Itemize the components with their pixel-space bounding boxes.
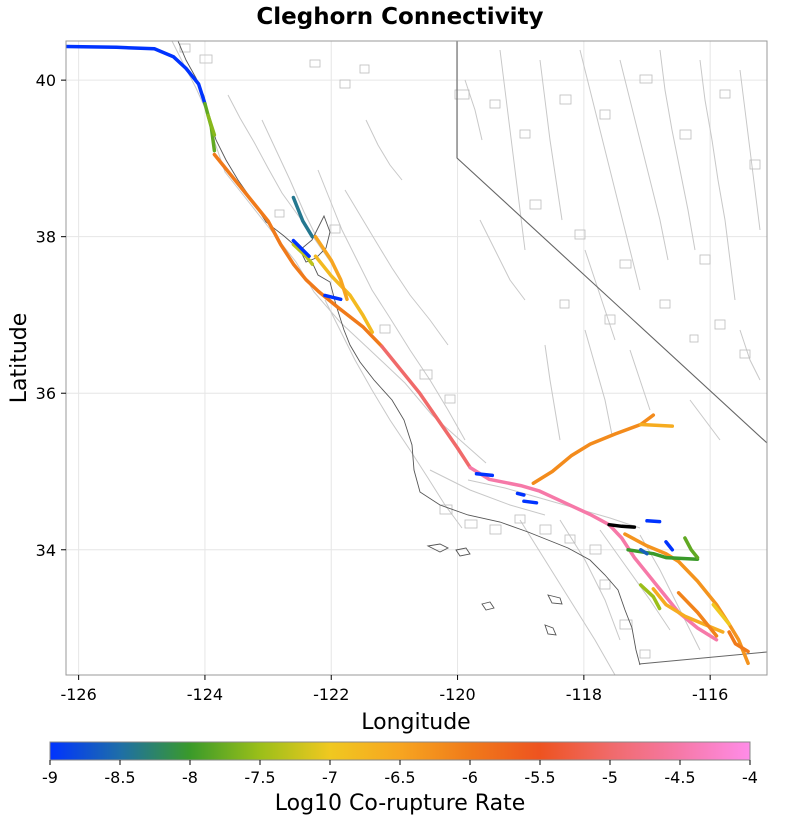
rupture-segment — [664, 540, 675, 552]
colorbar-tick-label: -4.5 — [664, 768, 695, 787]
colorbar-tick-label: -6.5 — [384, 768, 415, 787]
y-tick-label: 38 — [36, 228, 56, 247]
source-fault-cleghorn — [607, 522, 637, 529]
rupture-segment — [638, 548, 649, 556]
colorbar-tick-label: -7.5 — [244, 768, 275, 787]
y-tick-label: 40 — [36, 71, 56, 90]
chart-title: Cleghorn Connectivity — [256, 4, 543, 30]
x-axis-label: Longitude — [361, 710, 470, 735]
x-tick-label: -124 — [187, 685, 223, 704]
fault-sections — [179, 43, 761, 659]
rupture-segment — [638, 422, 675, 428]
colorbar-tick-label: -4 — [742, 768, 758, 787]
y-axis-ticks: 34 36 38 40 — [36, 71, 66, 560]
rupture-segment — [683, 536, 700, 560]
rupture-segment — [380, 344, 472, 470]
rupture-segment — [212, 152, 384, 349]
colorbar-tick-label: -8.5 — [104, 768, 135, 787]
rupture-segment — [515, 491, 526, 497]
x-tick-label: -118 — [566, 685, 602, 704]
island-1 — [426, 543, 450, 553]
rupture-segment — [522, 499, 539, 505]
rupture-segment — [638, 583, 662, 611]
rupture-segment — [323, 293, 343, 302]
y-axis-label: Latitude — [7, 313, 32, 404]
rupture-segment — [623, 532, 750, 666]
colorbar-tick-label: -5.5 — [524, 768, 555, 787]
plot-area — [66, 41, 767, 675]
colorbar-label: Log10 Co-rupture Rate — [275, 791, 526, 816]
coastline — [177, 41, 641, 666]
island-2 — [455, 547, 471, 557]
rupture-layer — [66, 44, 750, 666]
rupture-segment — [645, 519, 662, 524]
colorbar-tick-label: -8 — [182, 768, 198, 787]
rupture-segment — [291, 242, 315, 266]
rupture-segment — [313, 234, 349, 302]
colorbar — [49, 741, 751, 761]
y-tick-label: 36 — [36, 384, 56, 403]
rupture-segment — [66, 44, 207, 106]
plot-frame — [65, 40, 768, 676]
colorbar-ticks: -9 -8.5 -8 -7.5 -7 -6.5 -6 -5.5 -5 -4.5 -4 — [42, 760, 758, 787]
x-axis-ticks: -126 -124 -122 -120 -118 -116 — [60, 675, 728, 704]
rupture-segment — [474, 472, 495, 478]
basemap — [66, 41, 767, 675]
x-tick-label: -122 — [313, 685, 349, 704]
y-tick-label: 34 — [36, 541, 56, 560]
x-tick-label: -116 — [692, 685, 728, 704]
rupture-segment — [313, 254, 375, 334]
rupture-segment — [206, 113, 217, 137]
x-tick-label: -126 — [60, 685, 96, 704]
rupture-segment — [727, 630, 750, 654]
rupture-segment — [676, 591, 719, 638]
island-3 — [481, 601, 495, 611]
island-4 — [544, 624, 557, 636]
colorbar-tick-label: -9 — [42, 768, 58, 787]
colorbar-tick-label: -7 — [322, 768, 338, 787]
rupture-segment — [711, 602, 731, 626]
colorbar-tick-label: -6 — [462, 768, 478, 787]
colorbar-tick-label: -5 — [602, 768, 618, 787]
island-5 — [547, 594, 563, 605]
rupture-segment — [291, 238, 311, 258]
x-tick-label: -120 — [439, 685, 475, 704]
rupture-segment — [291, 195, 315, 239]
background-faults — [171, 41, 761, 675]
